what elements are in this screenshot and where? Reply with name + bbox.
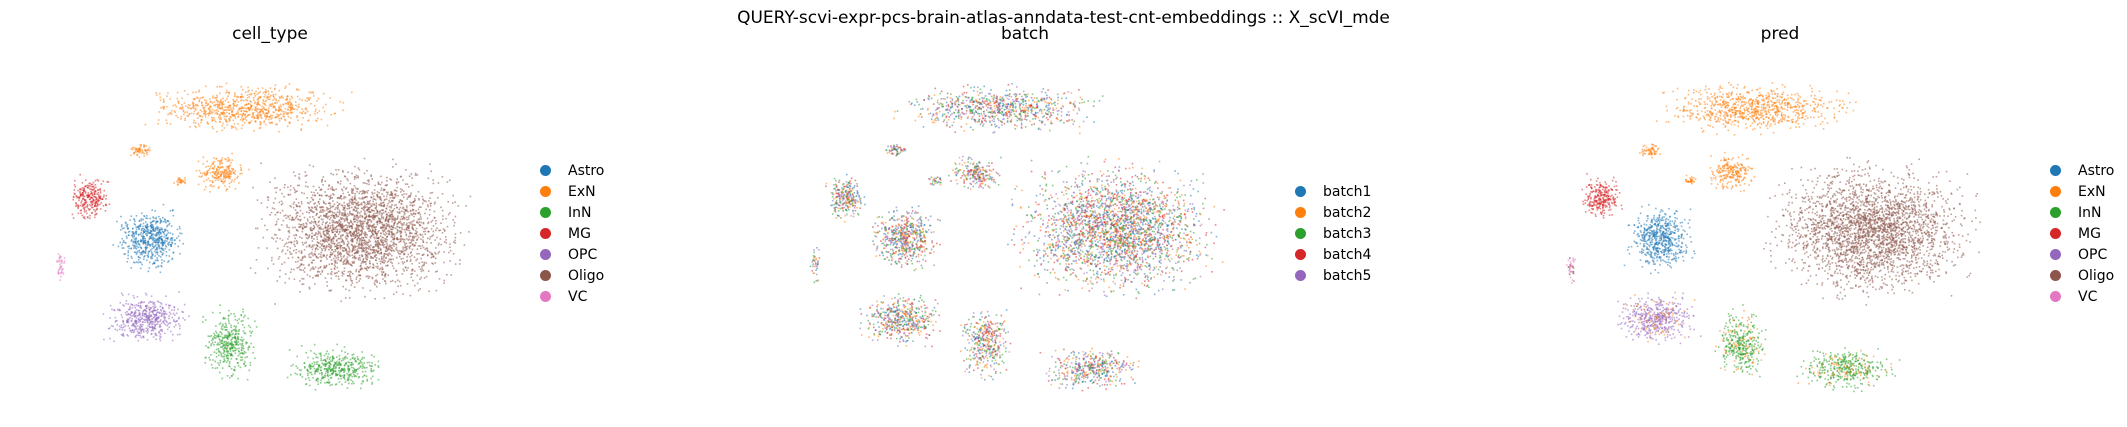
legend-label: OPC bbox=[2078, 246, 2108, 263]
legend-label: InN bbox=[568, 204, 592, 221]
scatter-plot bbox=[809, 82, 1225, 392]
scatter-panel-cell-type: cell_type Astro ExN InN MG OPC Oligo VC bbox=[20, 0, 640, 427]
legend-label: MG bbox=[568, 225, 591, 242]
legend-marker bbox=[540, 249, 551, 260]
legend-label: Oligo bbox=[2078, 267, 2115, 284]
legend-marker bbox=[2050, 207, 2061, 218]
legend-marker bbox=[540, 270, 551, 281]
legend-marker bbox=[1295, 249, 1306, 260]
legend-label: MG bbox=[2078, 225, 2101, 242]
panel-title: batch bbox=[1001, 24, 1049, 44]
legend-item: Astro bbox=[2050, 160, 2114, 181]
legend-item: Oligo bbox=[2050, 265, 2114, 286]
legend-item: batch4 bbox=[1295, 244, 1371, 265]
legend-label: ExN bbox=[2078, 183, 2106, 200]
legend-marker bbox=[2050, 165, 2061, 176]
legend-label: ExN bbox=[568, 183, 596, 200]
scatter-panel-batch: batch batch1 batch2 batch3 batch4 batch5 bbox=[775, 0, 1415, 427]
legend-label: batch2 bbox=[1323, 204, 1372, 221]
legend-marker bbox=[1295, 186, 1306, 197]
panel-title: cell_type bbox=[232, 24, 308, 44]
legend-label: Astro bbox=[2078, 162, 2115, 179]
legend-marker bbox=[2050, 270, 2061, 281]
legend-marker bbox=[2050, 291, 2061, 302]
point-cloud bbox=[1566, 81, 1981, 393]
legend-marker bbox=[2050, 249, 2061, 260]
legend-marker bbox=[1295, 228, 1306, 239]
legend-label: Astro bbox=[568, 162, 605, 179]
legend-label: VC bbox=[568, 288, 588, 305]
legend-label: Oligo bbox=[568, 267, 605, 284]
legend-marker bbox=[540, 228, 551, 239]
legend-item: ExN bbox=[2050, 181, 2114, 202]
legend-item: InN bbox=[2050, 202, 2114, 223]
legend-item: OPC bbox=[540, 244, 604, 265]
scatter-plot bbox=[1566, 81, 1981, 393]
legend-item: MG bbox=[540, 223, 604, 244]
legend-label: batch5 bbox=[1323, 267, 1372, 284]
legend: Astro ExN InN MG OPC Oligo VC bbox=[2050, 160, 2114, 307]
legend-item: batch1 bbox=[1295, 181, 1371, 202]
panel-title: pred bbox=[1760, 24, 1800, 44]
legend-item: OPC bbox=[2050, 244, 2114, 265]
legend-item: batch5 bbox=[1295, 265, 1371, 286]
legend-label: batch1 bbox=[1323, 183, 1372, 200]
legend-item: InN bbox=[540, 202, 604, 223]
legend-item: Astro bbox=[540, 160, 604, 181]
legend-marker bbox=[540, 186, 551, 197]
legend-item: batch3 bbox=[1295, 223, 1371, 244]
legend-marker bbox=[1295, 207, 1306, 218]
legend-marker bbox=[2050, 228, 2061, 239]
legend-item: VC bbox=[2050, 286, 2114, 307]
legend-item: batch2 bbox=[1295, 202, 1371, 223]
legend-label: batch3 bbox=[1323, 225, 1372, 242]
scatter-plot bbox=[56, 82, 472, 391]
legend-label: VC bbox=[2078, 288, 2098, 305]
legend-marker bbox=[1295, 270, 1306, 281]
point-cloud bbox=[809, 82, 1225, 392]
legend-marker bbox=[540, 165, 551, 176]
legend-item: Oligo bbox=[540, 265, 604, 286]
legend-label: InN bbox=[2078, 204, 2102, 221]
legend: batch1 batch2 batch3 batch4 batch5 bbox=[1295, 181, 1371, 286]
legend-item: ExN bbox=[540, 181, 604, 202]
legend-label: batch4 bbox=[1323, 246, 1372, 263]
legend-item: MG bbox=[2050, 223, 2114, 244]
legend-item: VC bbox=[540, 286, 604, 307]
scatter-panel-pred: pred Astro ExN InN MG OPC Oligo VC bbox=[1530, 0, 2127, 427]
legend-marker bbox=[540, 291, 551, 302]
legend-marker bbox=[2050, 186, 2061, 197]
legend-label: OPC bbox=[568, 246, 598, 263]
point-cloud bbox=[56, 82, 472, 391]
legend-marker bbox=[540, 207, 551, 218]
figure-suptitle: QUERY-scvi-expr-pcs-brain-atlas-anndata-… bbox=[737, 8, 1390, 28]
legend: Astro ExN InN MG OPC Oligo VC bbox=[540, 160, 604, 307]
